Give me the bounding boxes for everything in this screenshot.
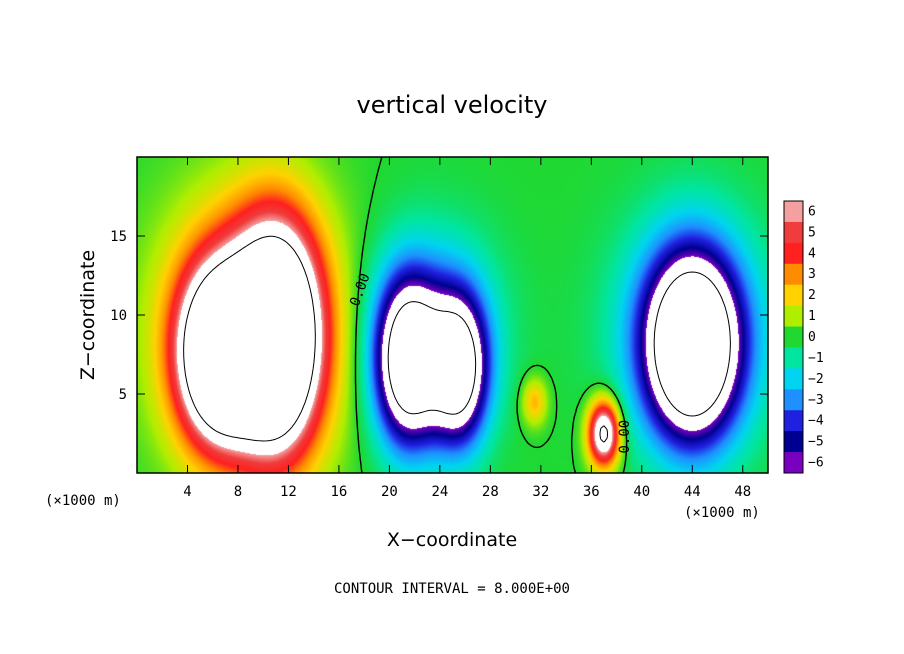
colorbar-swatch bbox=[784, 263, 803, 286]
colorbar-swatch bbox=[784, 431, 803, 453]
colorbar: 6 5 4 3 2 1 0 −1 −2 −3 −4 −5 −6 bbox=[783, 200, 824, 474]
colorbar-swatch bbox=[784, 368, 803, 390]
y-tick-label: 10 bbox=[110, 308, 127, 324]
x-tick-label: 48 bbox=[734, 484, 751, 500]
colorbar-swatch bbox=[784, 201, 803, 223]
x-tick-label: 20 bbox=[381, 484, 398, 500]
colorbar-swatch bbox=[784, 326, 803, 348]
colorbar-label: 2 bbox=[808, 288, 816, 303]
x-unit-left: (×1000 m) bbox=[45, 493, 121, 509]
colorbar-swatch bbox=[784, 305, 803, 328]
colorbar-swatch bbox=[784, 389, 803, 411]
x-tick-label: 24 bbox=[431, 484, 448, 500]
colorbar-swatch bbox=[784, 242, 803, 265]
colorbar-swatch bbox=[784, 452, 803, 474]
colorbar-swatch bbox=[784, 410, 803, 432]
x-tick-label: 44 bbox=[684, 484, 701, 500]
colorbar-frame bbox=[783, 200, 804, 474]
contour-label: 0.00 bbox=[617, 420, 633, 454]
colorbar-label: −6 bbox=[808, 456, 824, 471]
velocity-field bbox=[137, 157, 768, 473]
x-unit-right: (×1000 m) bbox=[684, 505, 760, 521]
x-ticks: 4 8 12 16 20 24 28 32 36 40 44 48 bbox=[183, 157, 751, 500]
y-tick-label: 15 bbox=[110, 229, 127, 245]
colorbar-label: −5 bbox=[808, 435, 824, 450]
y-axis-label: Z−coordinate bbox=[77, 250, 99, 380]
colorbar-label: −2 bbox=[808, 372, 824, 387]
colorbar-swatch bbox=[784, 221, 803, 244]
negative-contour bbox=[387, 271, 731, 417]
colorbar-swatch bbox=[784, 347, 803, 369]
x-tick-label: 36 bbox=[583, 484, 600, 500]
colorbar-label: 3 bbox=[808, 267, 816, 282]
x-tick-label: 12 bbox=[280, 484, 297, 500]
colorbar-label: 1 bbox=[808, 309, 816, 324]
x-tick-label: 40 bbox=[633, 484, 650, 500]
colorbar-label: 4 bbox=[808, 246, 816, 261]
colorbar-label: 5 bbox=[808, 225, 816, 240]
positive-contour bbox=[183, 235, 608, 443]
colorbar-label: −4 bbox=[808, 414, 824, 429]
colorbar-label: −3 bbox=[808, 393, 824, 408]
colorbar-label: 0 bbox=[808, 330, 816, 345]
colorbar-label: −1 bbox=[808, 351, 824, 366]
x-axis-label: X−coordinate bbox=[387, 529, 517, 551]
x-tick-label: 28 bbox=[482, 484, 499, 500]
zero-contours bbox=[183, 156, 731, 474]
chart-title: vertical velocity bbox=[357, 91, 548, 119]
x-tick-label: 8 bbox=[234, 484, 242, 500]
x-tick-label: 16 bbox=[330, 484, 347, 500]
colorbar-label: 6 bbox=[808, 204, 816, 219]
x-tick-label: 32 bbox=[532, 484, 549, 500]
contour-interval-note: CONTOUR INTERVAL = 8.000E+00 bbox=[334, 581, 570, 597]
x-tick-label: 4 bbox=[183, 484, 191, 500]
y-tick-label: 5 bbox=[119, 387, 127, 403]
zero-contour-line bbox=[354, 156, 628, 474]
colorbar-swatch bbox=[784, 284, 803, 307]
y-ticks: 5 10 15 bbox=[110, 229, 768, 403]
